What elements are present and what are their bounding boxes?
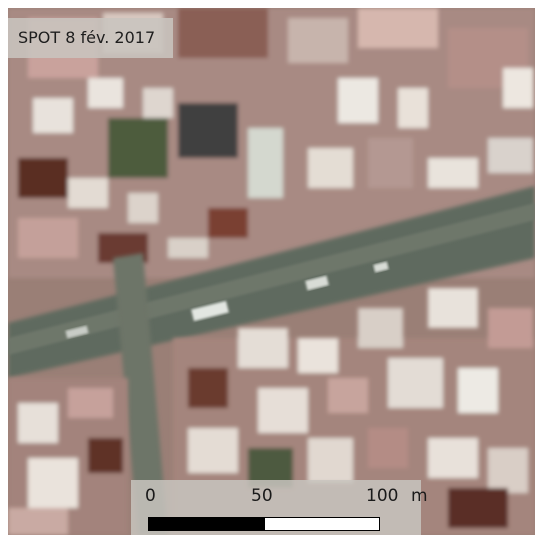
scale-segment-white (264, 517, 380, 531)
scale-segment-black (148, 517, 264, 531)
scale-bar: 0 50 100 m (131, 480, 428, 535)
cross-road (113, 253, 168, 535)
satellite-image (8, 8, 535, 535)
lower-block (8, 288, 535, 535)
scale-tick-100: 100 (366, 486, 399, 506)
scale-tick-50: 50 (251, 486, 273, 506)
image-date-label: SPOT 8 fév. 2017 (8, 18, 173, 58)
scale-unit-label: m (411, 486, 428, 506)
satellite-image-frame: SPOT 8 fév. 2017 0 50 100 m (8, 8, 535, 535)
scale-tick-0: 0 (145, 486, 156, 506)
